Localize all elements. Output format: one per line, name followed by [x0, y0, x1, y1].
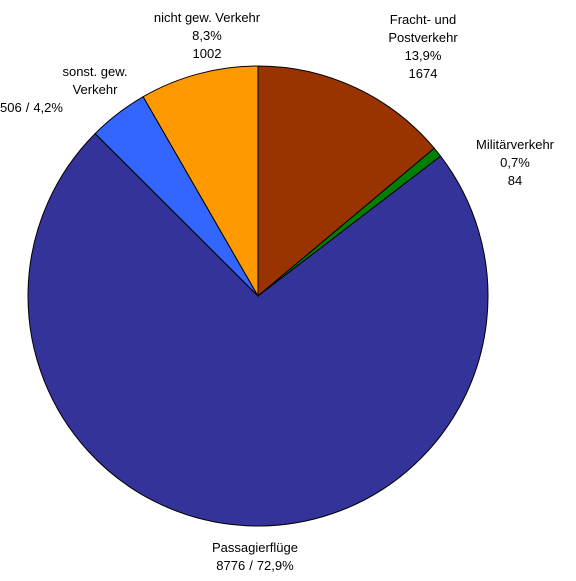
- label-name: Militärverkehr: [475, 137, 554, 152]
- label-name: nicht gew. Verkehr: [153, 10, 261, 25]
- label-name: Fracht- und Postverkehr: [388, 12, 458, 45]
- slice-label: Passagierflüge 8776/72,9%: [170, 539, 340, 575]
- label-count: 506: [0, 100, 22, 115]
- label-name: Passagierflüge: [212, 540, 298, 555]
- label-count: 1002: [192, 46, 222, 61]
- label-name: sonst. gew. Verkehr: [62, 64, 128, 97]
- label-share: 4,2%: [33, 100, 63, 115]
- label-count: 1674: [408, 66, 438, 81]
- label-values: 8776/72,9%: [170, 557, 340, 575]
- slice-label: nicht gew. Verkehr 8,3% 1002: [112, 9, 302, 63]
- label-values: 506/4,2%: [0, 99, 150, 117]
- slice-label: Militärverkehr 0,7% 84: [460, 136, 570, 190]
- label-share: 8,3%: [192, 28, 222, 43]
- pie-slice: [142, 65, 259, 298]
- pie-slice: [257, 65, 436, 298]
- label-share: 13,9%: [404, 48, 442, 63]
- label-count: 84: [507, 173, 523, 188]
- label-share: 0,7%: [500, 155, 530, 170]
- label-separator: /: [25, 100, 30, 115]
- label-count: 8776: [216, 558, 246, 573]
- slice-label: sonst. gew. Verkehr 506/4,2%: [0, 63, 150, 117]
- label-separator: /: [249, 558, 253, 573]
- slice-label: Fracht- und Postverkehr 13,9% 1674: [368, 11, 478, 83]
- pie-slice: [27, 132, 489, 527]
- label-share: 72,9%: [256, 558, 294, 573]
